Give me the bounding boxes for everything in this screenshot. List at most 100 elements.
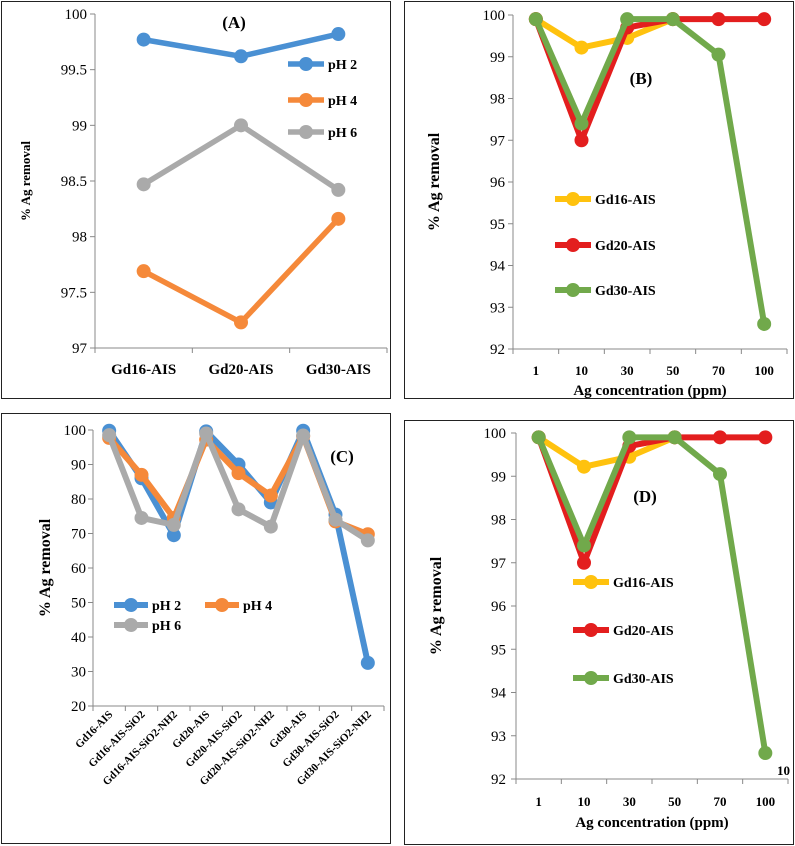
y-tick-label: 99 bbox=[490, 50, 505, 66]
y-axis-title: % Ag removal bbox=[428, 556, 445, 655]
panel-label: (B) bbox=[630, 69, 653, 88]
series-line-gd30-ais bbox=[535, 434, 769, 757]
y-tick-label: 98 bbox=[491, 513, 506, 529]
y-tick-label: 20 bbox=[71, 699, 86, 715]
legend-marker bbox=[584, 671, 598, 685]
data-point bbox=[199, 426, 214, 441]
data-point bbox=[102, 428, 117, 443]
y-tick-label: 100 bbox=[484, 426, 507, 442]
data-point bbox=[166, 528, 181, 543]
x-tick-label: 1 bbox=[535, 794, 542, 809]
data-point bbox=[136, 177, 151, 192]
legend-label: pH 2 bbox=[152, 599, 181, 614]
x-tick-label: 30 bbox=[623, 794, 636, 809]
x-tick-label: 70 bbox=[712, 363, 725, 378]
data-point bbox=[234, 315, 248, 330]
data-point bbox=[331, 182, 346, 197]
y-axis-title: % Ag removal bbox=[37, 518, 54, 617]
data-point bbox=[711, 47, 726, 62]
legend-marker bbox=[124, 598, 138, 612]
y-tick-label: 98 bbox=[72, 230, 87, 246]
x-tick-label: 50 bbox=[668, 794, 681, 809]
data-point bbox=[134, 467, 149, 482]
data-point bbox=[665, 12, 680, 27]
stray-text: 10 bbox=[777, 763, 790, 778]
data-point bbox=[574, 40, 589, 55]
y-tick-label: 93 bbox=[490, 300, 505, 316]
y-tick-label: 95 bbox=[490, 217, 505, 233]
legend-label: Gd30-AIS bbox=[613, 672, 674, 687]
x-axis-title: Ag concentration (ppm) bbox=[575, 815, 728, 831]
x-axis-title: Ag concentration (ppm) bbox=[573, 383, 726, 399]
y-tick-label: 95 bbox=[491, 642, 506, 658]
data-point bbox=[234, 49, 248, 64]
legend-marker bbox=[299, 57, 313, 71]
y-tick-label: 97 bbox=[490, 133, 506, 149]
legend-label: pH 2 bbox=[328, 58, 357, 73]
x-tick-label: Gd30-AIS-SiO2 bbox=[280, 708, 342, 770]
legend-label: pH 6 bbox=[328, 126, 357, 141]
y-tick-label: 92 bbox=[491, 772, 506, 788]
legend-label: Gd16-AIS bbox=[613, 576, 674, 591]
x-tick-label: 10 bbox=[578, 794, 591, 809]
data-point bbox=[328, 512, 343, 527]
chart-panel-d: 100 99 98 97 96 95 94 93 92 1 10 30 50 70 100 % Ag remo… bbox=[404, 420, 794, 845]
data-point bbox=[667, 430, 682, 445]
y-tick-label: 30 bbox=[71, 665, 86, 681]
data-point bbox=[528, 12, 543, 27]
x-tick-label: 70 bbox=[714, 794, 727, 809]
chart-panel-b: 100 99 98 97 96 95 94 93 92 1 10 30 50 70 100 % Ag remo… bbox=[404, 1, 794, 399]
data-point bbox=[758, 430, 773, 445]
data-point bbox=[758, 746, 773, 761]
y-tick-label: 93 bbox=[491, 729, 506, 745]
series-line-gd16-ais bbox=[532, 16, 676, 51]
y-tick-label: 96 bbox=[490, 175, 506, 191]
x-tick-label: Gd20-AIS-SiO2 bbox=[183, 708, 245, 770]
panel-label: (C) bbox=[330, 447, 354, 466]
data-point bbox=[577, 538, 591, 553]
y-tick-label: 99 bbox=[491, 469, 506, 485]
chart-b: 100 99 98 97 96 95 94 93 92 1 10 30 50 70 100 % Ag remo… bbox=[426, 8, 788, 399]
y-tick-label: 99 bbox=[72, 118, 87, 134]
legend-label: pH 4 bbox=[243, 599, 272, 614]
legend-label: pH 4 bbox=[328, 94, 357, 109]
y-tick-label: 92 bbox=[490, 342, 505, 358]
data-point bbox=[166, 517, 181, 532]
x-tick-label: Gd16-AIS bbox=[111, 362, 176, 378]
chart-panel-a: 100 99.5 99 98.5 98 97.5 97 Gd16-AIS Gd20-AIS Gd3… bbox=[1, 1, 391, 399]
y-tick-label: 50 bbox=[71, 596, 86, 612]
data-point bbox=[331, 211, 346, 226]
data-point bbox=[296, 428, 311, 443]
x-tick-label: Gd30-AIS bbox=[306, 362, 371, 378]
data-point bbox=[622, 430, 637, 445]
y-tick-label: 80 bbox=[71, 492, 86, 508]
data-point bbox=[620, 12, 635, 27]
data-point bbox=[531, 430, 546, 445]
x-tick-label: 10 bbox=[575, 363, 588, 378]
y-tick-label: 94 bbox=[490, 259, 506, 275]
series-line-gd16-ais bbox=[535, 434, 678, 470]
series-line-gd30-ais bbox=[532, 16, 768, 327]
y-tick-label: 97 bbox=[491, 556, 507, 572]
chart-a: 100 99.5 99 98.5 98 97.5 97 Gd16-AIS Gd20-AIS Gd3… bbox=[18, 7, 388, 378]
y-tick-label: 100 bbox=[483, 8, 506, 24]
legend-marker bbox=[566, 192, 580, 206]
x-tick-label: Gd20-AIS bbox=[208, 362, 273, 378]
legend-marker bbox=[215, 598, 229, 612]
legend-marker bbox=[584, 623, 598, 637]
data-point bbox=[234, 118, 248, 133]
legend-marker bbox=[566, 283, 580, 297]
data-point bbox=[757, 12, 772, 27]
series-line-gd20-ais bbox=[532, 16, 768, 144]
y-tick-label: 98.5 bbox=[61, 174, 87, 190]
legend-marker bbox=[299, 125, 313, 139]
series-line-ph-4 bbox=[140, 216, 342, 326]
chart-d: 100 99 98 97 96 95 94 93 92 1 10 30 50 70 100 % Ag remo… bbox=[428, 426, 790, 831]
y-tick-label: 96 bbox=[491, 599, 507, 615]
legend-marker bbox=[584, 575, 598, 589]
y-tick-label: 97 bbox=[72, 341, 88, 357]
data-point bbox=[136, 32, 151, 47]
data-point bbox=[231, 466, 246, 481]
data-point bbox=[331, 27, 346, 42]
y-tick-label: 99.5 bbox=[61, 63, 87, 79]
